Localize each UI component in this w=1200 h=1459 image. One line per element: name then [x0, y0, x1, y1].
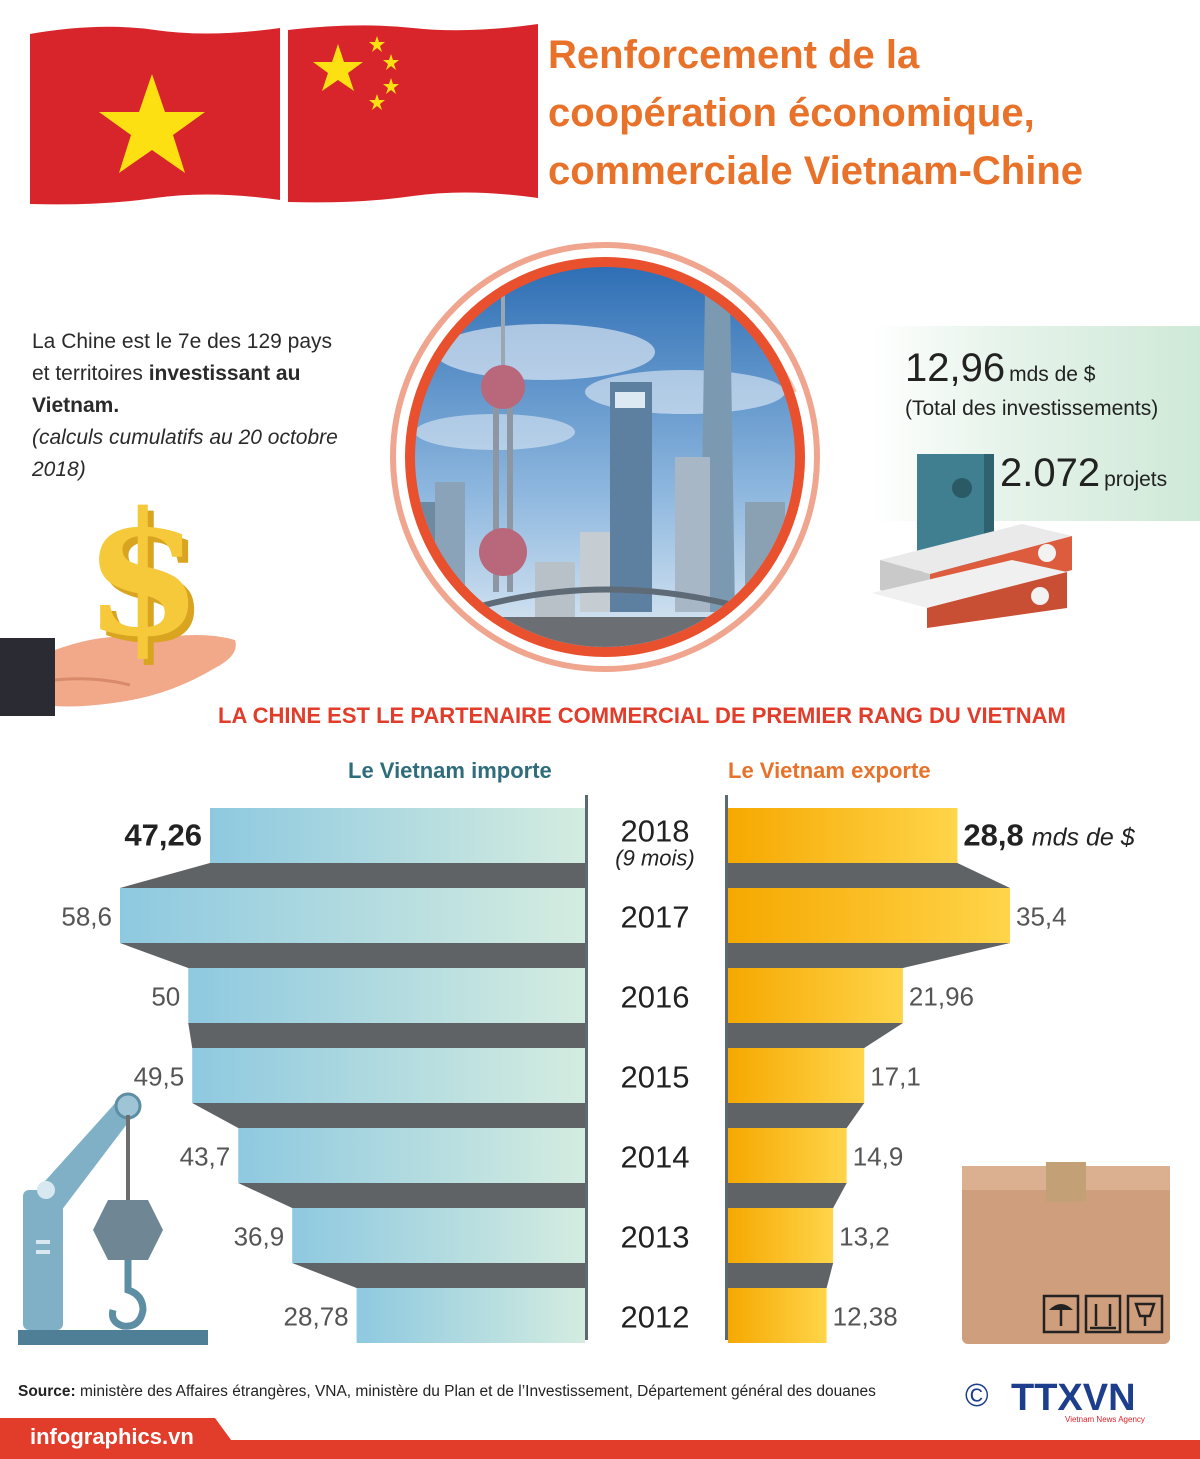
intro-note: (calculs cumulatifs au 20 octobre 2018) [32, 426, 338, 481]
intro-line: et territoires [32, 362, 149, 385]
title-line: commerciale Vietnam-Chine [548, 149, 1084, 193]
import-value-label: 36,9 [234, 1222, 285, 1252]
logo-name: TTXVN [1011, 1377, 1136, 1419]
binders-icon [872, 454, 1072, 628]
export-bar [728, 1128, 847, 1183]
export-bar [728, 888, 1010, 943]
import-value-label: 47,26 [124, 818, 202, 853]
import-bar [292, 1208, 585, 1263]
investment-projects: 2.072 projets [1000, 451, 1167, 496]
title-line: coopération économique, [548, 91, 1035, 135]
cardboard-box-icon [962, 1162, 1170, 1344]
import-connector [192, 1103, 585, 1128]
page-title: Renforcement de la coopération économiqu… [548, 26, 1188, 200]
import-value-label: 49,5 [134, 1062, 185, 1092]
year-label: 2018 [621, 814, 690, 849]
export-connector [728, 1263, 834, 1288]
svg-text:$: $ [90, 481, 208, 681]
investment-projects-unit: projets [1104, 468, 1168, 491]
source-label: Source: [18, 1383, 76, 1400]
export-value-label: 14,9 [853, 1142, 904, 1172]
export-bar [728, 1208, 834, 1263]
import-bar [188, 968, 586, 1023]
axis-line-right [725, 795, 728, 1340]
shanghai-skyline-image [390, 242, 820, 672]
year-label: 2015 [621, 1060, 690, 1095]
import-bar [120, 888, 585, 943]
export-value-label: 12,38 [833, 1302, 898, 1332]
copyright-mark: © [965, 1377, 989, 1413]
export-value-label: 35,4 [1016, 902, 1067, 932]
footer-tab [0, 1418, 245, 1459]
import-connector [120, 863, 585, 888]
export-bar [728, 1048, 865, 1103]
export-connector [728, 1023, 903, 1048]
year-label: 2017 [621, 900, 690, 935]
exports-column-header: Le Vietnam exporte [728, 758, 931, 783]
imports-column-header: Le Vietnam importe [348, 758, 552, 783]
footer-site-link[interactable]: infographics.vn [30, 1424, 194, 1449]
import-connector [188, 1023, 586, 1048]
export-connector [728, 863, 1010, 888]
export-value-label: 13,2 [839, 1222, 890, 1252]
source-note: Source: ministère des Affaires étrangère… [18, 1383, 958, 1401]
logo-tagline: Vietnam News Agency [1065, 1415, 1145, 1424]
axis-line-left [585, 795, 588, 1340]
export-bar [728, 808, 958, 863]
export-connector [728, 1103, 865, 1128]
dollar-hand-icon: $ $ [0, 480, 236, 716]
import-connector [292, 1263, 585, 1288]
section-heading: LA CHINE EST LE PARTENAIRE COMMERCIAL DE… [218, 703, 1066, 728]
year-label: 2016 [621, 980, 690, 1015]
year-note-label: (9 mois) [615, 846, 694, 871]
trade-chart: 47,26 28,8 mds de $ 2018(9 mois) 58,6 35,4 201… [61, 808, 1136, 1343]
investment-total-label: (Total des investissements) [905, 397, 1159, 420]
import-bar [209, 808, 586, 863]
investment-total-value: 12,96 [905, 346, 1006, 390]
investment-total-unit: mds de $ [1009, 363, 1096, 386]
investment-projects-value: 2.072 [1000, 451, 1101, 495]
year-label: 2013 [621, 1220, 690, 1255]
export-connector [728, 943, 1010, 968]
ttxvn-logo: © TTXVN Vietnam News Agency [965, 1377, 1145, 1424]
import-value-label: 50 [151, 982, 180, 1012]
crane-icon [18, 1092, 208, 1345]
import-value-label: 58,6 [61, 902, 112, 932]
import-bar [192, 1048, 585, 1103]
export-value-label: 17,1 [870, 1062, 921, 1092]
intro-text: La Chine est le 7e des 129 pays et terri… [32, 326, 372, 486]
export-connector [728, 1183, 847, 1208]
intro-line: La Chine est le 7e des 129 pays [32, 330, 333, 353]
export-value-label: 21,96 [909, 982, 974, 1012]
china-flag [288, 24, 538, 203]
footer-bar [0, 1440, 1200, 1459]
vietnam-flag [30, 26, 280, 205]
year-label: 2014 [621, 1140, 690, 1175]
svg-text:$: $ [84, 480, 202, 675]
import-value-label: 28,78 [284, 1302, 349, 1332]
intro-bold: investissant au [148, 362, 301, 385]
export-bar [728, 968, 903, 1023]
investment-total: 12,96 mds de $ [905, 346, 1096, 391]
import-connector [120, 943, 585, 968]
intro-bold: Vietnam. [32, 394, 120, 417]
export-value-label: 28,8 mds de $ [963, 818, 1135, 853]
import-bar [238, 1128, 585, 1183]
year-label: 2012 [621, 1300, 690, 1335]
export-bar [728, 1288, 827, 1343]
source-text: ministère des Affaires étrangères, VNA, … [75, 1383, 876, 1400]
import-connector [238, 1183, 585, 1208]
import-bar [356, 1288, 585, 1343]
import-value-label: 43,7 [180, 1142, 231, 1172]
title-line: Renforcement de la [548, 33, 920, 77]
